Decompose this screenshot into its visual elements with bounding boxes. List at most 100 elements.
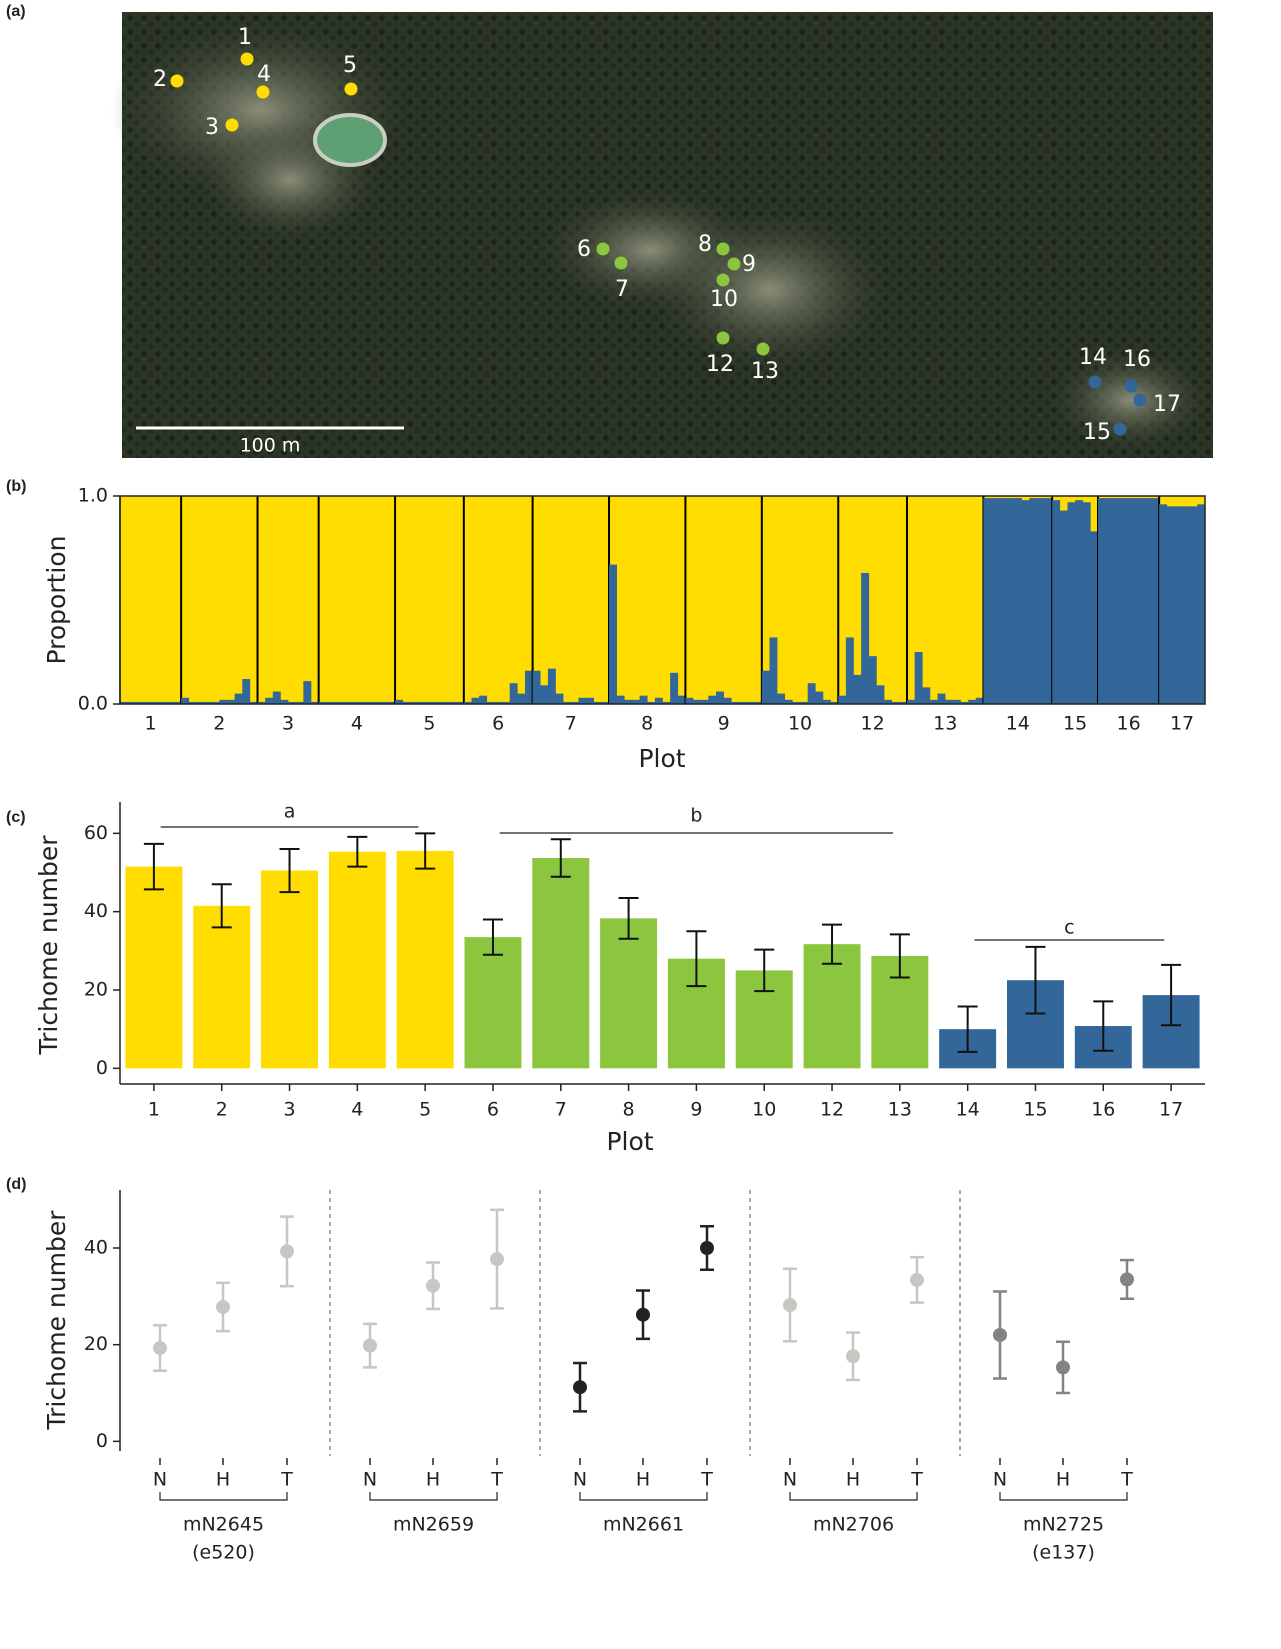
ancestry-bar xyxy=(838,696,846,704)
ancestry-bar xyxy=(724,698,732,704)
ancestry-bar xyxy=(1174,506,1182,704)
ancestry-bar xyxy=(1060,511,1068,704)
ancestry-bar xyxy=(869,656,877,704)
x-tick-label: 17 xyxy=(1170,713,1194,735)
plot-point-label: 4 xyxy=(257,62,271,87)
ancestry-bar xyxy=(1067,502,1075,704)
x-tick-label: 5 xyxy=(423,713,435,735)
x-tick-label: T xyxy=(1120,1469,1133,1491)
x-tick-label: 3 xyxy=(283,1099,295,1121)
scale-label: 100 m xyxy=(240,435,301,457)
plot-point-label: 3 xyxy=(205,115,219,140)
bar xyxy=(397,851,454,1068)
plot-point-label: 17 xyxy=(1153,392,1181,417)
x-tick-label: N xyxy=(573,1469,587,1491)
ancestry-bar xyxy=(242,679,250,704)
ancestry-bar xyxy=(617,696,625,704)
point xyxy=(153,1341,167,1355)
x-tick-label: 14 xyxy=(1006,713,1030,735)
point xyxy=(216,1300,230,1314)
bar xyxy=(532,858,589,1068)
x-tick-label: T xyxy=(490,1469,503,1491)
x-tick-label: 1 xyxy=(145,713,157,735)
ancestry-bar xyxy=(1029,498,1037,704)
y-tick-label: 20 xyxy=(84,1333,108,1355)
x-tick-label: 10 xyxy=(752,1099,776,1121)
panel-label: (d) xyxy=(6,1176,26,1193)
y-tick-label: 60 xyxy=(84,822,108,844)
ancestry-bar xyxy=(1083,502,1091,704)
ancestry-bar xyxy=(548,669,556,704)
group-label: mN2706 xyxy=(813,1514,894,1536)
ancestry-bar xyxy=(1022,500,1030,704)
significance-label: c xyxy=(1064,917,1074,939)
ancestry-bar xyxy=(181,698,189,704)
plot-point-label: 14 xyxy=(1079,345,1107,370)
ancestry-bar xyxy=(640,696,648,704)
ancestry-bar xyxy=(586,698,594,704)
group-label: mN2725 xyxy=(1023,1514,1104,1536)
significance-label: a xyxy=(284,801,296,823)
panel-label: (c) xyxy=(6,809,26,826)
x-tick-label: 6 xyxy=(492,713,504,735)
ancestry-bar xyxy=(1144,498,1152,704)
x-tick-label: 7 xyxy=(565,713,577,735)
point xyxy=(993,1328,1007,1342)
bar xyxy=(329,852,386,1069)
group-label: mN2645 xyxy=(183,1514,264,1536)
point xyxy=(636,1308,650,1322)
point xyxy=(426,1279,440,1293)
ancestry-bar xyxy=(999,498,1007,704)
x-tick-label: 8 xyxy=(623,1099,635,1121)
ancestry-bar xyxy=(716,692,724,704)
point xyxy=(846,1349,860,1363)
ancestry-bar xyxy=(479,696,487,704)
ancestry-bar xyxy=(1075,500,1083,704)
ancestry-bar xyxy=(1037,498,1045,704)
clearing xyxy=(650,210,890,370)
ancestry-bar xyxy=(762,671,770,704)
plot-point xyxy=(1134,394,1147,407)
plot-point xyxy=(717,332,730,345)
x-tick-label: T xyxy=(280,1469,293,1491)
ancestry-bar xyxy=(471,698,479,704)
group-label: (e137) xyxy=(1032,1542,1095,1564)
plot-point xyxy=(728,258,741,271)
x-tick-label: 15 xyxy=(1063,713,1087,735)
bar xyxy=(261,871,318,1069)
plot-point xyxy=(241,53,254,66)
plot-point-label: 16 xyxy=(1123,347,1151,372)
ancestry-bar xyxy=(517,694,525,704)
ancestry-bar xyxy=(938,694,946,704)
plot-point xyxy=(1089,376,1102,389)
x-tick-label: 12 xyxy=(820,1099,844,1121)
point xyxy=(700,1241,714,1255)
x-tick-label: H xyxy=(426,1469,440,1491)
lake xyxy=(315,115,385,165)
x-tick-label: N xyxy=(363,1469,377,1491)
plot-point xyxy=(717,243,730,256)
ancestry-bar xyxy=(1113,498,1121,704)
ancestry-bar xyxy=(510,683,518,704)
x-tick-label: 4 xyxy=(351,713,363,735)
group-label: mN2661 xyxy=(603,1514,684,1536)
group-bracket xyxy=(160,1492,287,1500)
ancestry-bar xyxy=(1014,498,1022,704)
panel-label: (b) xyxy=(6,478,26,495)
plot-point-label: 5 xyxy=(343,53,357,78)
y-tick-label: 0.0 xyxy=(78,693,108,715)
group-bracket xyxy=(790,1492,917,1500)
ancestry-bar xyxy=(235,694,243,704)
point xyxy=(573,1380,587,1394)
plot-point-label: 6 xyxy=(577,237,591,262)
plot-point-label: 7 xyxy=(615,277,629,302)
group-bracket xyxy=(370,1492,497,1500)
ancestry-bar xyxy=(1006,498,1014,704)
x-tick-label: 2 xyxy=(213,713,225,735)
ancestry-bar xyxy=(1129,498,1137,704)
bar xyxy=(464,937,521,1068)
ancestry-bar xyxy=(876,685,884,704)
ancestry-bar xyxy=(578,698,586,704)
x-tick-label: 14 xyxy=(956,1099,980,1121)
x-tick-label: 13 xyxy=(933,713,957,735)
